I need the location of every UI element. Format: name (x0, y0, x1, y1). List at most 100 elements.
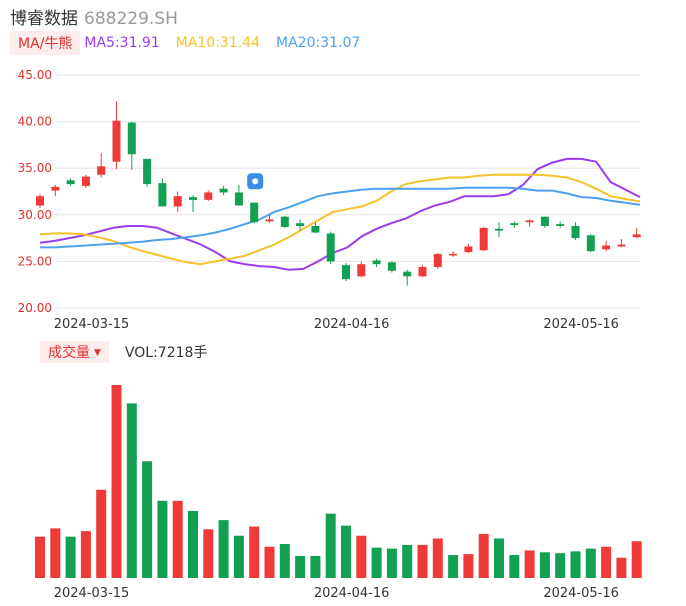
volume-bar (539, 552, 550, 578)
volume-bar (96, 489, 107, 578)
volume-bar (585, 548, 596, 578)
volume-legend: 成交量 ▼ VOL:7218手 (40, 341, 207, 363)
candle-body (617, 244, 626, 247)
candle-body (586, 235, 595, 252)
candle-body (189, 197, 197, 200)
volume-bar (463, 554, 474, 578)
volume-x-tick-label: 2024-05-16 (543, 586, 619, 601)
candle-body (556, 224, 565, 226)
candle-body (449, 253, 458, 256)
candle-body (97, 166, 106, 175)
volume-bar (142, 461, 153, 578)
ma-line-ma10 (39, 173, 641, 266)
candle-body (602, 245, 611, 250)
volume-bar (417, 544, 428, 578)
volume-bar (111, 385, 122, 578)
candle-body (632, 234, 641, 238)
candle-body (81, 176, 90, 186)
volume-bar (249, 526, 260, 578)
stock-title: 博睿数据 688229.SH (10, 4, 178, 29)
x-tick-label: 2024-04-16 (314, 317, 390, 332)
candle-body (540, 216, 549, 226)
candle-body (143, 158, 152, 185)
candle-body (219, 188, 228, 193)
candle-body (173, 196, 182, 207)
candle-body (66, 180, 75, 185)
volume-bar (494, 538, 504, 578)
volume-bar (524, 550, 535, 578)
ma20-label: MA20:31.07 (276, 35, 361, 51)
volume-value: VOL:7218手 (124, 345, 208, 361)
candle-body (296, 223, 305, 226)
volume-bar (402, 544, 413, 578)
x-tick-label: 2024-03-15 (54, 317, 130, 332)
volume-bar (601, 546, 612, 578)
volume-x-tick-label: 2024-03-15 (54, 586, 130, 601)
volume-indicator-label: 成交量 (48, 345, 90, 361)
ma10-label: MA10:31.44 (175, 35, 261, 51)
candle-body (372, 260, 381, 265)
volume-bar (203, 529, 214, 578)
y-tick-label: 20.00 (18, 301, 52, 315)
event-marker-dot (252, 178, 259, 185)
volume-bar (448, 555, 459, 578)
candle-body (525, 220, 534, 223)
candle-body (51, 186, 60, 191)
candle-body (326, 233, 335, 262)
volume-indicator-button[interactable]: 成交量 ▼ (40, 341, 109, 363)
x-tick-label: 2024-05-16 (543, 317, 619, 332)
volume-bar (478, 533, 489, 578)
volume-bar (310, 555, 321, 578)
candle-body (357, 264, 366, 277)
candle-body (387, 262, 396, 271)
volume-bar (371, 547, 382, 578)
volume-bar (386, 548, 397, 578)
volume-bar (341, 525, 351, 578)
volume-bar (172, 500, 183, 578)
candle-body (127, 122, 136, 155)
volume-bar (356, 535, 367, 578)
candle-body (510, 223, 519, 226)
volume-bar (295, 555, 306, 578)
candle-body (495, 228, 503, 231)
candle-body (158, 183, 167, 207)
candle-body (265, 219, 274, 222)
candle-body (112, 120, 121, 162)
volume-bar (570, 551, 581, 578)
candle-body (204, 192, 213, 200)
ma-line-ma20 (40, 186, 641, 249)
ma-indicator-button[interactable]: MA/牛熊 (10, 31, 81, 55)
y-tick-label: 30.00 (18, 208, 52, 222)
candle-body (250, 202, 259, 223)
candle-body (479, 227, 488, 251)
y-tick-label: 25.00 (18, 254, 52, 268)
volume-bar (218, 520, 229, 578)
volume-bar (264, 546, 275, 578)
candle-body (403, 271, 412, 277)
ma5-label: MA5:31.91 (84, 35, 160, 51)
candle-body (311, 225, 320, 233)
volume-bar (631, 541, 642, 578)
y-tick-label: 35.00 (18, 161, 52, 175)
volume-bar (432, 538, 443, 578)
volume-bar (65, 536, 76, 578)
volume-bar (157, 500, 168, 578)
candle-body (433, 253, 442, 267)
candle-body (464, 246, 473, 253)
ma-legend: MA/牛熊 MA5:31.91 MA10:31.44 MA20:31.07 (10, 31, 376, 55)
volume-bar (80, 531, 91, 578)
volume-bar (188, 510, 198, 578)
candle-body (234, 192, 243, 206)
volume-bar (35, 536, 45, 578)
volume-bar (555, 553, 566, 578)
volume-bar (279, 543, 290, 578)
volume-bar (50, 528, 61, 578)
dropdown-caret-icon: ▼ (94, 348, 101, 358)
y-tick-label: 40.00 (18, 115, 52, 129)
stock-name: 博睿数据 (10, 9, 78, 29)
volume-x-tick-label: 2024-04-16 (314, 586, 390, 601)
y-tick-label: 45.00 (18, 68, 52, 82)
candle-body (36, 196, 44, 206)
ma-line-ma5 (39, 157, 641, 271)
